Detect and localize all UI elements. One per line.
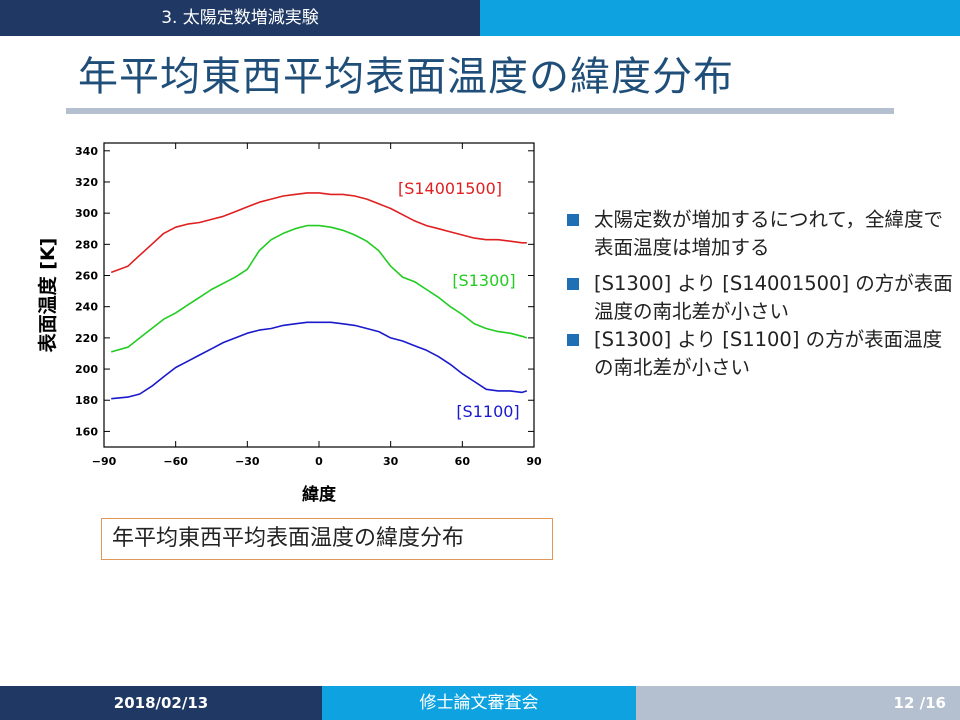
slide-title: 年平均東西平均表面温度の緯度分布 [78, 54, 734, 100]
figure-caption: 年平均東西平均表面温度の緯度分布 [101, 518, 553, 560]
bullet-square-icon [567, 214, 579, 226]
bullet-square-icon [567, 334, 579, 346]
header-accent-bar [480, 0, 960, 36]
series-layer [110, 192, 528, 400]
x-tick-label: 0 [315, 455, 323, 468]
y-tick-label: 260 [75, 270, 98, 283]
y-tick-label: 280 [75, 238, 98, 251]
bullet-item: [S1300] より [S1100] の方が表面温度の南北差が小さい [564, 326, 954, 382]
x-tick-label: −60 [163, 455, 188, 468]
series-label: [S14001500] [398, 179, 502, 198]
x-axis-label: 緯度 [302, 484, 337, 505]
y-tick-label: 180 [75, 394, 98, 407]
bullet-text: [S1300] より [S1100] の方が表面温度の南北差が小さい [594, 328, 943, 379]
y-tick-label: 300 [75, 207, 98, 220]
bullet-item: [S1300] より [S14001500] の方が表面温度の南北差が小さい [564, 270, 954, 326]
series-line [110, 224, 528, 353]
series-line [111, 321, 528, 400]
bullet-square-icon [567, 278, 579, 290]
series-label: [S1300] [452, 271, 515, 290]
bullet-text: [S1300] より [S14001500] の方が表面温度の南北差が小さい [594, 272, 953, 323]
bullet-text: 太陽定数が増加するにつれて，全緯度で表面温度は増加する [594, 208, 944, 259]
series-labels: [S14001500] [S1300] [S1100] [398, 179, 520, 421]
y-tick-label: 220 [75, 332, 98, 345]
footer-page-number: 12 /16 [636, 686, 960, 720]
y-axis-label: 表面温度 [K] [36, 238, 59, 353]
x-tick-label: 90 [526, 455, 542, 468]
y-tick-label: 160 [75, 425, 98, 438]
x-tick-label: 30 [383, 455, 399, 468]
section-header-bar [0, 0, 480, 36]
y-axis: 160 180 200 220 240 260 280 300 320 340 [75, 145, 534, 438]
title-underline [66, 108, 894, 114]
footer-date: 2018/02/13 [0, 686, 322, 720]
series-line [110, 192, 527, 274]
y-tick-label: 340 [75, 145, 98, 158]
y-tick-label: 200 [75, 363, 98, 376]
y-tick-label: 240 [75, 301, 98, 314]
series-label: [S1100] [456, 402, 519, 421]
section-label: 3. 太陽定数増減実験 [161, 8, 319, 28]
bullet-item: 太陽定数が増加するにつれて，全緯度で表面温度は増加する [564, 206, 954, 262]
footer-event: 修士論文審査会 [322, 686, 636, 720]
x-tick-label: −90 [92, 455, 117, 468]
y-tick-label: 320 [75, 176, 98, 189]
x-tick-label: −30 [235, 455, 260, 468]
x-axis: −90 −60 −30 0 30 60 90 [92, 143, 542, 468]
x-tick-label: 60 [455, 455, 471, 468]
bullet-list: 太陽定数が増加するにつれて，全緯度で表面温度は増加する [S1300] より [… [564, 206, 954, 390]
